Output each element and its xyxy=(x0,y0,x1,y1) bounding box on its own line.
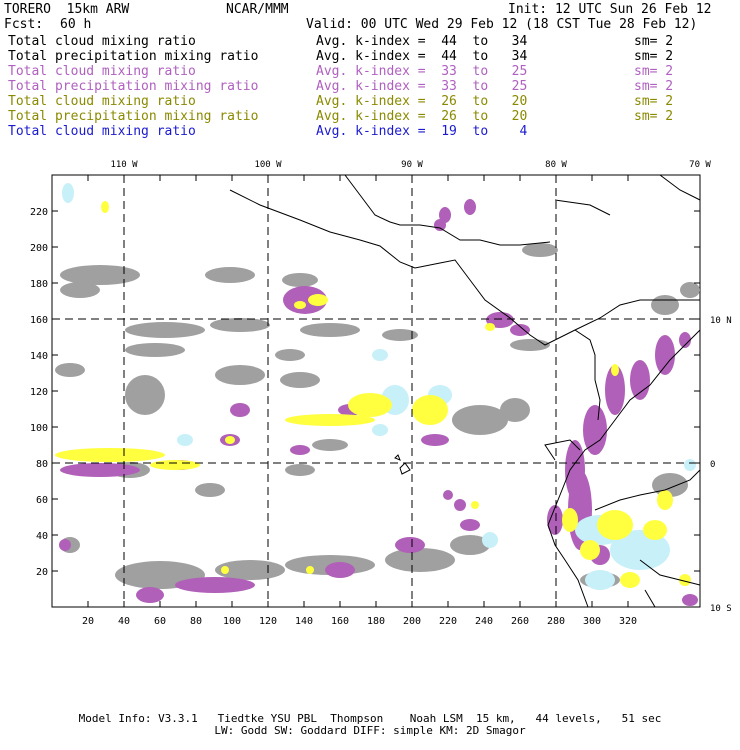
axis-labels: 20 40 60 80 100 120 140 160 180 200 220 20 40 60 80 100… xyxy=(30,160,732,627)
latitude-label: 10 S xyxy=(710,604,732,614)
x-tick-label: 100 xyxy=(223,616,241,627)
x-tick-label: 60 xyxy=(154,616,166,627)
legend-field-name: Total cloud mixing ratio xyxy=(8,124,196,139)
axis-ticks xyxy=(52,175,700,607)
cloud-fields xyxy=(55,183,700,606)
weather-map: 20 40 60 80 100 120 140 160 180 200 220 20 40 60 80 100… xyxy=(30,160,732,627)
forecast-hours: 60 h xyxy=(60,17,92,32)
x-tick-label: 140 xyxy=(295,616,313,627)
forecast-label: Fcst: xyxy=(4,17,44,32)
legend-kindex: Avg. k-index = 26 to 20 xyxy=(316,109,528,124)
legend-kindex: Avg. k-index = 26 to 20 xyxy=(316,94,528,109)
legend-smoothing: sm= 2 xyxy=(634,79,674,94)
x-tick-label: 280 xyxy=(547,616,565,627)
legend-kindex: Avg. k-index = 33 to 25 xyxy=(316,79,528,94)
legend-field-name: Total cloud mixing ratio xyxy=(8,64,196,79)
x-tick-label: 300 xyxy=(583,616,601,627)
x-tick-label: 180 xyxy=(367,616,385,627)
model-info-line2: LW: Godd SW: Goddard DIFF: simple KM: 2D… xyxy=(214,724,526,737)
y-tick-label: 180 xyxy=(30,279,48,290)
y-tick-label: 80 xyxy=(36,459,48,470)
longitude-label: 80 W xyxy=(545,160,567,170)
legend-field-name: Total precipitation mixing ratio xyxy=(8,79,259,94)
model-title: TORERO 15km ARW xyxy=(4,2,130,17)
legend-field-name: Total precipitation mixing ratio xyxy=(8,109,259,124)
legend-smoothing: sm= 2 xyxy=(634,94,674,109)
legend-row: Total cloud mixing ratio Avg. k-index = 1… xyxy=(8,124,728,139)
x-tick-label: 320 xyxy=(619,616,637,627)
legend-kindex: Avg. k-index = 44 to 34 xyxy=(316,34,528,49)
x-tick-label: 20 xyxy=(82,616,94,627)
x-tick-label: 200 xyxy=(403,616,421,627)
x-tick-label: 80 xyxy=(190,616,202,627)
y-tick-label: 200 xyxy=(30,243,48,254)
x-tick-label: 160 xyxy=(331,616,349,627)
legend-row: Total precipitation mixing ratio Avg. k-i… xyxy=(8,49,728,64)
legend-field-name: Total cloud mixing ratio xyxy=(8,34,196,49)
y-tick-label: 40 xyxy=(36,531,48,542)
latitude-label: 10 N xyxy=(710,316,732,326)
legend-kindex: Avg. k-index = 44 to 34 xyxy=(316,49,528,64)
longitude-label: 110 W xyxy=(110,160,138,170)
legend-field-name: Total cloud mixing ratio xyxy=(8,94,196,109)
cloud-gray-layer xyxy=(55,243,700,589)
cloud-yellow-layer xyxy=(55,201,691,588)
y-tick-label: 60 xyxy=(36,495,48,506)
legend-smoothing: sm= 2 xyxy=(634,34,674,49)
legend-row: Total precipitation mixing ratio Avg. k-i… xyxy=(8,109,728,124)
center-name: NCAR/MMM xyxy=(226,2,289,17)
legend-row: Total cloud mixing ratio Avg. k-index = 3… xyxy=(8,64,728,79)
x-tick-label: 240 xyxy=(475,616,493,627)
legend-smoothing: sm= 2 xyxy=(634,49,674,64)
legend-kindex: Avg. k-index = 19 to 4 xyxy=(316,124,528,139)
x-tick-label: 260 xyxy=(511,616,529,627)
legend-row: Total precipitation mixing ratio Avg. k-i… xyxy=(8,79,728,94)
x-tick-label: 120 xyxy=(259,616,277,627)
init-time: Init: 12 UTC Sun 26 Feb 12 xyxy=(508,2,712,17)
legend-smoothing: sm= 2 xyxy=(634,109,674,124)
latitude-label: 0 xyxy=(710,460,715,470)
y-tick-label: 20 xyxy=(36,567,48,578)
y-tick-label: 100 xyxy=(30,423,48,434)
legend-kindex: Avg. k-index = 33 to 25 xyxy=(316,64,528,79)
y-tick-label: 160 xyxy=(30,315,48,326)
y-tick-label: 120 xyxy=(30,387,48,398)
legend-row: Total cloud mixing ratio Avg. k-index = 4… xyxy=(8,34,728,49)
legend-smoothing: sm= 2 xyxy=(634,64,674,79)
x-tick-label: 40 xyxy=(118,616,130,627)
longitude-label: 90 W xyxy=(401,160,423,170)
valid-time: Valid: 00 UTC Wed 29 Feb 12 (18 CST Tue … xyxy=(306,17,698,32)
coastlines xyxy=(229,174,701,608)
x-tick-label: 220 xyxy=(439,616,457,627)
y-tick-label: 220 xyxy=(30,207,48,218)
lat-lon-grid xyxy=(52,175,700,607)
legend-field-name: Total precipitation mixing ratio xyxy=(8,49,259,64)
y-tick-label: 140 xyxy=(30,351,48,362)
model-info-line1: Model Info: V3.3.1 Tiedtke YSU PBL Thomp… xyxy=(78,712,662,725)
longitude-label: 70 W xyxy=(689,160,711,170)
longitude-label: 100 W xyxy=(254,160,282,170)
legend-row: Total cloud mixing ratio Avg. k-index = 2… xyxy=(8,94,728,109)
